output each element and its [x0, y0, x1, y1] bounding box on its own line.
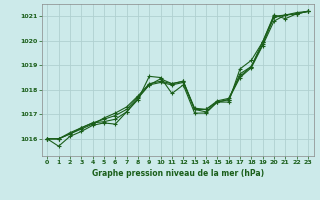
X-axis label: Graphe pression niveau de la mer (hPa): Graphe pression niveau de la mer (hPa) — [92, 169, 264, 178]
